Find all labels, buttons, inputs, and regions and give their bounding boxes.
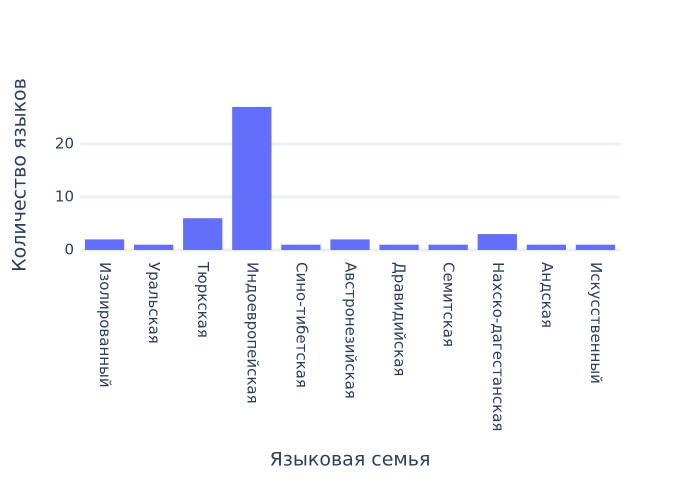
bar <box>281 244 321 250</box>
bar <box>84 239 125 250</box>
bar <box>526 244 566 250</box>
x-tick-label: Индоевропейская <box>243 262 261 404</box>
x-tick-label: Искусственный <box>587 262 605 384</box>
x-tick-label: Андская <box>538 262 556 328</box>
bar <box>477 234 517 250</box>
bar <box>428 244 468 250</box>
bar <box>379 244 419 250</box>
x-tick-label: Австронезийская <box>342 262 360 399</box>
x-tick-label: Нахско-дагестанская <box>489 262 507 431</box>
x-tick-label: Изолированный <box>96 262 114 388</box>
bar <box>330 239 370 250</box>
y-tick-label: 20 <box>55 135 74 153</box>
y-axis-title: Количество языков <box>9 78 31 272</box>
x-tick-label: Уральская <box>145 262 163 344</box>
x-tick-label: Дравидийская <box>391 262 409 376</box>
bar <box>232 106 272 251</box>
y-tick-label: 0 <box>64 241 74 259</box>
y-tick-label: 10 <box>55 188 74 206</box>
x-tick-label: Тюркская <box>194 261 212 338</box>
bar <box>183 218 223 250</box>
bar <box>575 244 616 250</box>
x-axis-title: Языковая семья <box>270 449 431 471</box>
x-tick-label: Семитская <box>440 262 458 347</box>
bar <box>134 244 174 250</box>
x-tick-label: Сино-тибетская <box>292 262 310 388</box>
